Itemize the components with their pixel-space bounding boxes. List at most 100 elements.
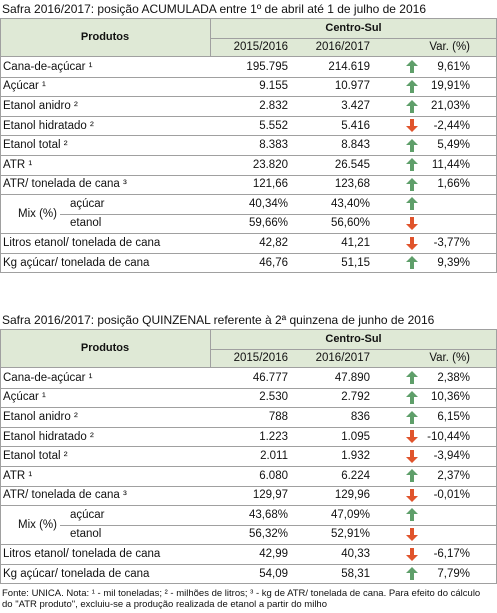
cell-value: 23.820 (252, 158, 288, 171)
cell-value: 214.619 (328, 60, 370, 73)
arrow-shape (406, 527, 418, 541)
cell-value: 1.223 (259, 430, 288, 443)
trend-arrow-down (406, 449, 418, 463)
cell-value: 41,21 (341, 237, 370, 249)
rule (0, 18, 497, 19)
arrow-shape (406, 371, 418, 385)
sub-label: etanol (70, 217, 102, 230)
trend-arrow-up (406, 177, 418, 191)
row-label: Cana-de-açúcar ¹ (3, 60, 93, 73)
arrow-shape (406, 390, 418, 404)
trend-arrow-down (406, 236, 418, 250)
arrow-shape (406, 60, 418, 74)
rule (0, 563, 497, 565)
variation: -10,44% (427, 430, 470, 443)
variation: -3,94% (433, 450, 470, 463)
trend-arrow-down (406, 527, 418, 541)
arrow-shape (406, 410, 418, 424)
cell-value: 26.545 (334, 158, 370, 171)
arrow-shape (406, 216, 418, 230)
cell-value: 3.427 (341, 100, 370, 112)
arrow-shape (406, 79, 418, 93)
header-column: 2015/2016 (233, 41, 288, 53)
header-column: Var. (%) (429, 41, 470, 53)
header-region: Centro-Sul (325, 333, 382, 345)
rule (210, 18, 211, 56)
variation: -2,44% (433, 119, 470, 132)
header-column: Var. (%) (429, 352, 470, 364)
trend-arrow-up (406, 390, 418, 404)
header-bg (1, 18, 496, 56)
rule (210, 38, 497, 39)
rule (0, 466, 497, 467)
trend-arrow-up (406, 508, 418, 522)
cell-value: 10.977 (334, 80, 370, 93)
trend-arrow-down (406, 547, 418, 561)
arrow-shape (406, 177, 418, 191)
sub-label: etanol (70, 528, 102, 541)
rule (0, 485, 497, 487)
rule (0, 76, 497, 78)
rule (0, 96, 497, 98)
rule (0, 115, 497, 117)
rule (0, 252, 497, 254)
header-bg (1, 329, 496, 367)
cell-value: 40,34% (248, 197, 288, 210)
cell-value: 129,96 (334, 489, 370, 502)
arrow-shape (406, 567, 418, 581)
rule (0, 329, 1, 584)
rule (60, 213, 497, 215)
cell-value: 56,60% (330, 217, 370, 230)
cell-value: 836 (350, 411, 370, 423)
rule (0, 233, 497, 235)
variation: -0,01% (433, 489, 470, 502)
rule (0, 446, 497, 448)
cell-value: 43,68% (248, 508, 288, 521)
arrow-shape (406, 256, 418, 270)
arrow-shape (406, 488, 418, 502)
rule (0, 135, 497, 137)
row-label: ATR/ tonelada de cana ³ (3, 178, 127, 191)
variation: -3,77% (433, 237, 470, 249)
cell-value: 54,09 (259, 567, 288, 580)
cell-value: 43,40% (330, 197, 370, 210)
trend-arrow-down (406, 119, 418, 133)
cell-value: 6.080 (259, 469, 288, 482)
cell-value: 123,68 (334, 178, 370, 191)
trend-arrow-up (406, 469, 418, 483)
cell-value: 52,91% (330, 528, 370, 541)
row-label: Açúcar ¹ (3, 391, 46, 404)
variation: 9,61% (437, 60, 470, 73)
variation: 6,15% (437, 411, 470, 423)
arrow-shape (406, 99, 418, 113)
cell-value: 195.795 (246, 60, 288, 73)
cell-value: 42,82 (259, 237, 288, 249)
variation: 9,39% (437, 256, 470, 269)
rule (210, 349, 497, 350)
cell-value: 47.890 (334, 371, 370, 384)
cell-value: 9.155 (259, 80, 288, 93)
header-column: 2016/2017 (315, 352, 370, 364)
variation: 2,37% (437, 469, 470, 482)
trend-arrow-up (406, 99, 418, 113)
trend-arrow-up (406, 79, 418, 93)
cell-value: 47,09% (330, 508, 370, 521)
header-column: 2015/2016 (233, 352, 288, 364)
trend-arrow-up (406, 371, 418, 385)
cell-value: 5.416 (341, 119, 370, 132)
cell-value: 2.011 (260, 450, 288, 463)
row-label: ATR/ tonelada de cana ³ (3, 489, 127, 502)
row-label: Litros etanol/ tonelada de cana (3, 237, 161, 249)
header-column: 2016/2017 (315, 41, 370, 53)
variation: 2,38% (437, 371, 470, 384)
footnote: Fonte: UNICA. Nota: ¹ - mil toneladas; ²… (2, 588, 481, 610)
table-title: Safra 2016/2017: posição QUINZENAL refer… (2, 313, 435, 327)
row-label: Etanol total ² (3, 139, 68, 152)
cell-value: 40,33 (341, 548, 370, 560)
rule (0, 272, 497, 274)
row-label: Mix (%) (18, 207, 57, 220)
row-label: Etanol hidratado ² (3, 430, 94, 443)
rule (0, 329, 497, 330)
variation: 21,03% (430, 100, 470, 112)
